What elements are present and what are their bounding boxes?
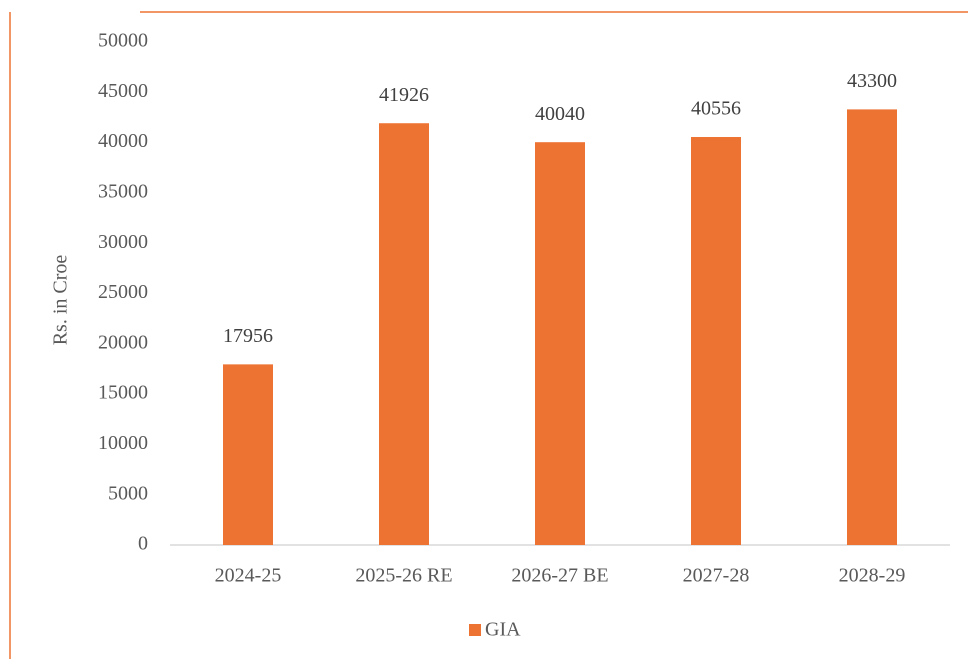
y-tick-label: 0 [138, 533, 148, 555]
x-tick-label: 2026-27 BE [511, 565, 608, 587]
y-tick-label: 35000 [98, 180, 148, 202]
data-label: 43300 [847, 70, 897, 92]
chart-frame [9, 11, 968, 659]
y-tick-label: 40000 [98, 130, 148, 152]
y-tick-label: 20000 [98, 331, 148, 353]
x-tick-label: 2025-26 RE [355, 565, 452, 587]
x-tick-label: 2027-28 [683, 565, 750, 587]
bar [847, 109, 897, 545]
y-tick-label: 30000 [98, 231, 148, 253]
legend-swatch [469, 624, 481, 636]
y-tick-label: 10000 [98, 432, 148, 454]
y-axis-label: Rs. in Croe [50, 255, 72, 346]
bar [379, 123, 429, 546]
y-tick-label: 5000 [108, 482, 148, 504]
x-tick-label: 2024-25 [215, 565, 282, 587]
data-label: 40556 [691, 98, 741, 120]
y-tick-label: 45000 [98, 80, 148, 102]
bar [223, 364, 273, 545]
data-label: 41926 [379, 84, 429, 106]
data-label: 17956 [223, 325, 273, 347]
legend-label: GIA [485, 619, 521, 641]
bar [535, 142, 585, 545]
data-label: 40040 [535, 103, 585, 125]
bar [691, 137, 741, 545]
y-tick-label: 25000 [98, 281, 148, 303]
x-tick-label: 2028-29 [839, 565, 906, 587]
y-tick-label: 50000 [98, 30, 148, 52]
y-tick-label: 15000 [98, 382, 148, 404]
